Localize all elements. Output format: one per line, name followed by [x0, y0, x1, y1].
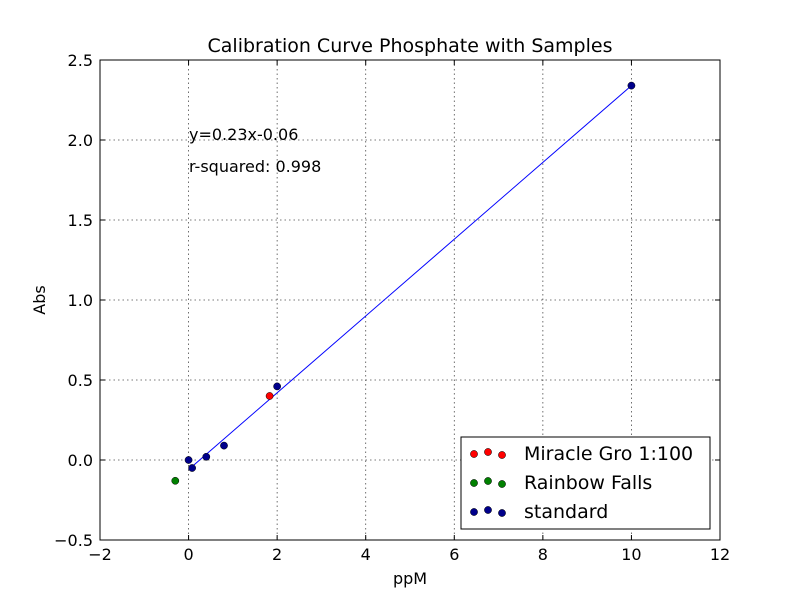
point-standard	[202, 452, 211, 461]
x-tick-label: 8	[538, 545, 548, 564]
equation-annotation: y=0.23x-0.06	[189, 125, 298, 144]
regression-line	[188, 85, 632, 470]
r-squared-annotation: r-squared: 0.998	[189, 157, 321, 176]
point-rainbow-falls	[171, 476, 180, 485]
y-tick-label: 1.0	[68, 291, 93, 310]
legend-marker-standard	[470, 508, 478, 516]
x-tick-label: 6	[449, 545, 459, 564]
legend-marker-standard	[484, 506, 492, 514]
point-standard	[220, 441, 228, 450]
point-standard	[188, 464, 196, 472]
legend-marker-rainbow-falls	[470, 479, 478, 487]
x-tick-label: 0	[183, 545, 193, 564]
x-tick-label: 10	[621, 545, 641, 564]
legend-marker-miracle-gro-1-100	[498, 451, 506, 459]
legend-label-miracle-gro: Miracle Gro 1:100	[524, 443, 693, 465]
legend-markers	[470, 448, 506, 517]
y-tick-labels: −0.5 0.0 0.5 1.0 1.5 2.0 2.5	[54, 51, 93, 550]
axis-ticks	[99, 59, 721, 541]
legend-label-rainbow-falls: Rainbow Falls	[524, 472, 652, 494]
point-standard	[273, 382, 281, 391]
y-tick-label: 0.5	[68, 371, 93, 390]
legend-marker-miracle-gro-1-100	[484, 448, 492, 456]
point-miracle-gro-1-100	[265, 392, 274, 400]
x-tick-label: −2	[88, 545, 112, 564]
fit-line-layer	[188, 85, 632, 470]
legend-marker-miracle-gro-1-100	[470, 450, 478, 458]
data-points	[171, 81, 636, 485]
y-tick-label: 2.0	[68, 131, 93, 150]
y-tick-label: 0.0	[68, 451, 93, 470]
legend-label-standard: standard	[524, 501, 608, 523]
y-axis-label: Abs	[30, 285, 49, 314]
x-tick-label: 2	[272, 545, 282, 564]
x-tick-labels: −2 0 2 4 6 8 10 12	[88, 545, 730, 564]
legend-marker-rainbow-falls	[484, 477, 492, 485]
legend-marker-standard	[498, 509, 506, 517]
y-tick-label: 1.5	[68, 211, 93, 230]
chart-title: Calibration Curve Phosphate with Samples	[208, 35, 613, 57]
x-tick-label: 4	[361, 545, 371, 564]
point-standard	[627, 81, 636, 90]
y-tick-label: −0.5	[54, 531, 93, 550]
legend: Miracle Gro 1:100 Rainbow Falls standard	[460, 436, 711, 530]
x-axis-label: ppM	[393, 569, 427, 588]
legend-marker-rainbow-falls	[498, 480, 506, 488]
y-tick-label: 2.5	[68, 51, 93, 70]
point-standard	[184, 456, 193, 464]
grid	[100, 60, 720, 540]
x-tick-label: 12	[710, 545, 730, 564]
